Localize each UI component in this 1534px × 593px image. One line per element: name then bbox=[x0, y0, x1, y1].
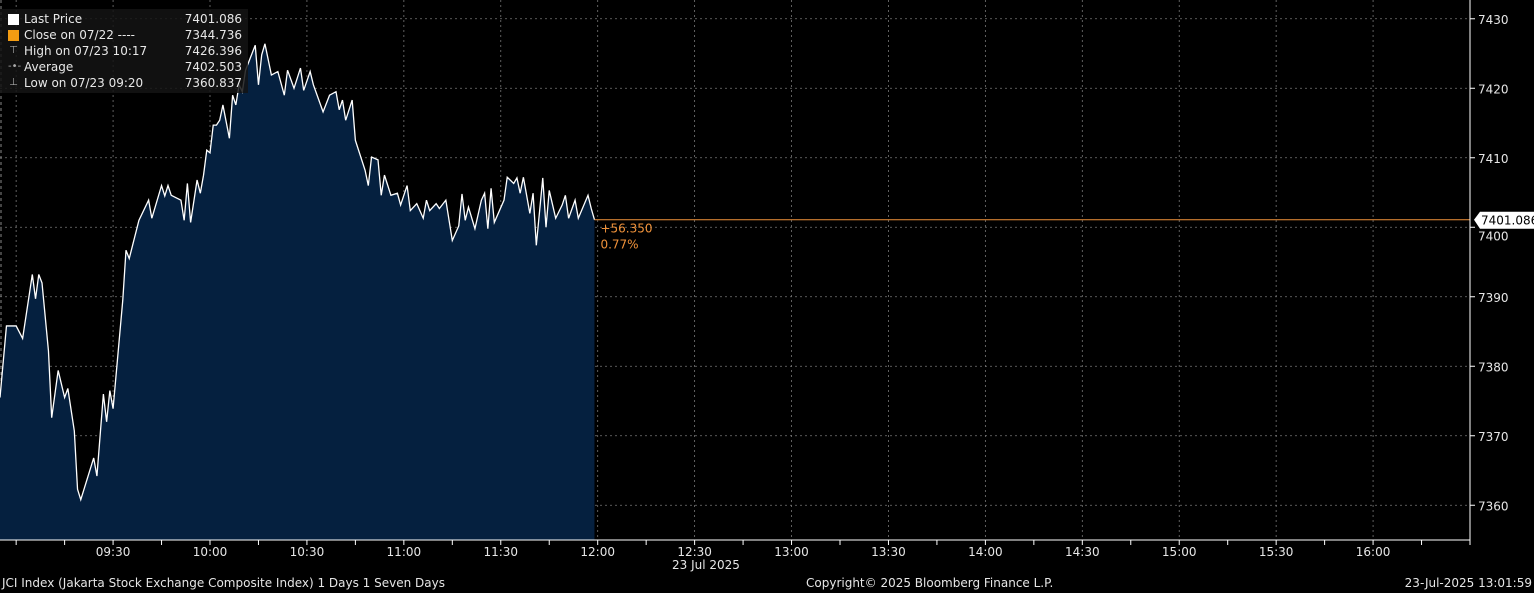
x-tick-label: 09:30 bbox=[96, 545, 131, 559]
x-tick-label: 14:30 bbox=[1065, 545, 1100, 559]
legend-item-last-price[interactable]: Last Price 7401.086 bbox=[8, 11, 242, 27]
last-price-tag-shape bbox=[1474, 211, 1534, 229]
x-tick-label: 15:30 bbox=[1259, 545, 1294, 559]
x-tick-label: 11:00 bbox=[387, 545, 422, 559]
y-tick-label: 7360 bbox=[1478, 499, 1509, 513]
x-tick-label: 13:30 bbox=[871, 545, 906, 559]
y-tick-label: 7430 bbox=[1478, 13, 1509, 27]
x-tick-label: 10:30 bbox=[290, 545, 325, 559]
y-tick-label: 7410 bbox=[1478, 152, 1509, 166]
footer-security-description: JCI Index (Jakarta Stock Exchange Compos… bbox=[2, 576, 445, 590]
high-marker-icon: ⊤ bbox=[9, 45, 18, 56]
y-tick-label: 7370 bbox=[1478, 430, 1509, 444]
legend-value: 7401.086 bbox=[184, 12, 242, 26]
y-tick-label: 7380 bbox=[1478, 360, 1509, 374]
average-marker-icon: -•- bbox=[8, 61, 22, 72]
last-price-tag: 7401.086 bbox=[1474, 211, 1534, 229]
footer-copyright: Copyright© 2025 Bloomberg Finance L.P. bbox=[806, 576, 1054, 590]
last-price-tag-text: 7401.086 bbox=[1481, 214, 1534, 228]
legend: Last Price 7401.086 Close on 07/22 ---- … bbox=[0, 9, 248, 93]
axes: 7360 7370 7380 7390 7400 7410 7420 7430 09:30 10:… bbox=[0, 0, 1509, 559]
change-absolute-label: +56.350 bbox=[600, 222, 652, 236]
low-marker-icon: ⊥ bbox=[9, 77, 18, 88]
white-square-icon bbox=[8, 13, 19, 25]
legend-value: 7402.503 bbox=[184, 60, 242, 74]
legend-item-low[interactable]: ⊥ Low on 07/23 09:20 7360.837 bbox=[8, 75, 242, 91]
y-tick-label: 7390 bbox=[1478, 291, 1509, 305]
footer-timestamp: 23-Jul-2025 13:01:59 bbox=[1404, 576, 1532, 590]
legend-label: Last Price bbox=[24, 12, 83, 26]
legend-label: Average bbox=[24, 60, 74, 74]
legend-value: 7426.396 bbox=[184, 44, 242, 58]
legend-label: Close on 07/22 ---- bbox=[24, 28, 135, 42]
x-tick-label: 13:00 bbox=[774, 545, 809, 559]
legend-item-high[interactable]: ⊤ High on 07/23 10:17 7426.396 bbox=[8, 43, 242, 59]
x-tick-label: 16:00 bbox=[1356, 545, 1391, 559]
x-axis-date-label: 23 Jul 2025 bbox=[672, 558, 740, 572]
x-tick-label: 11:30 bbox=[483, 545, 518, 559]
x-tick-label: 12:00 bbox=[580, 545, 615, 559]
price-area-fill bbox=[0, 43, 595, 540]
legend-value: 7344.736 bbox=[184, 28, 242, 42]
last-price-series-line bbox=[0, 43, 596, 502]
x-tick-label: 10:00 bbox=[193, 545, 228, 559]
y-tick-label: 7420 bbox=[1478, 82, 1509, 96]
legend-label: High on 07/23 10:17 bbox=[24, 44, 148, 58]
x-tick-label: 15:00 bbox=[1162, 545, 1197, 559]
y-tick-label: 7400 bbox=[1478, 230, 1509, 244]
orange-square-icon bbox=[8, 29, 19, 41]
change-percent-label: 0.77% bbox=[600, 238, 638, 252]
legend-item-close[interactable]: Close on 07/22 ---- 7344.736 bbox=[8, 27, 242, 43]
legend-label: Low on 07/23 09:20 bbox=[24, 76, 144, 90]
legend-value: 7360.837 bbox=[184, 76, 242, 90]
legend-item-average[interactable]: -•- Average 7402.503 bbox=[8, 59, 242, 75]
x-tick-label: 14:00 bbox=[968, 545, 1003, 559]
x-tick-label: 12:30 bbox=[677, 545, 712, 559]
